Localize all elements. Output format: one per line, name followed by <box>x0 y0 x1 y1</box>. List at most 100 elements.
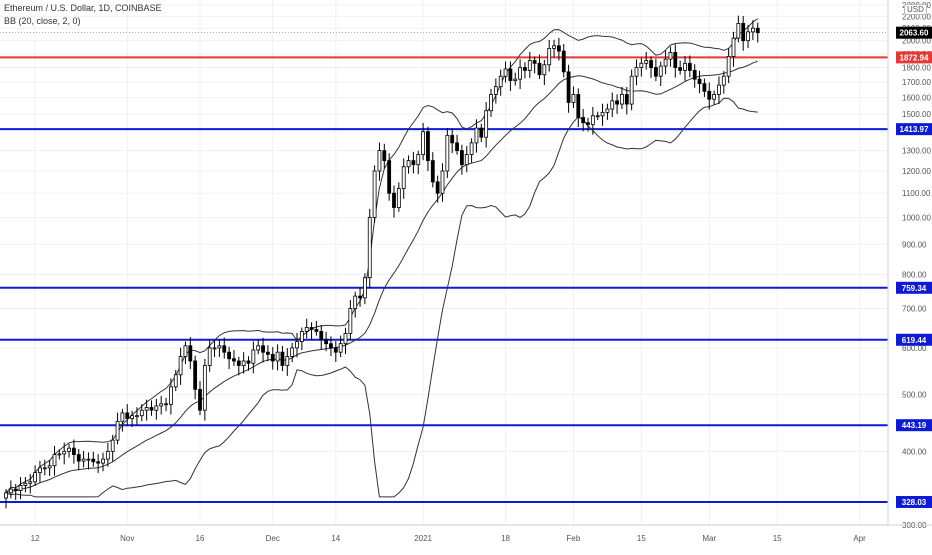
candle-body <box>125 412 130 419</box>
candle-body <box>518 67 522 80</box>
level-label-box <box>896 51 932 64</box>
price-tick-label: 2200.00 <box>902 12 931 21</box>
candle-body <box>717 84 721 95</box>
candle-body <box>183 345 188 357</box>
candle-body <box>527 60 532 71</box>
candle-body <box>28 481 33 484</box>
candle-body <box>72 447 76 455</box>
candle-body <box>329 343 333 349</box>
candle-body <box>489 94 493 112</box>
candle-body <box>372 170 377 218</box>
candle-body <box>615 100 619 105</box>
candle-body <box>13 488 18 491</box>
price-tick-label: 700.00 <box>902 305 927 314</box>
level-label: 1872.94 <box>900 53 929 62</box>
candle-body <box>683 62 687 71</box>
candle-body <box>367 217 372 279</box>
candle-body <box>110 439 115 452</box>
candle-body <box>566 71 571 103</box>
candle-body <box>4 492 8 499</box>
candle-body <box>382 150 387 161</box>
candle-body <box>188 345 193 362</box>
candle-body <box>469 142 474 155</box>
candle-body <box>755 27 760 34</box>
candle-body <box>658 65 663 77</box>
candle-body <box>455 142 459 151</box>
candle-body <box>67 447 71 452</box>
candle-body <box>687 62 692 71</box>
candle-body <box>712 94 716 100</box>
level-price-labels: 1872.94 1413.97 759.34 619.44 443.19 328.03 20… <box>896 26 932 508</box>
horizontal-levels <box>0 32 888 503</box>
candle-body <box>620 94 624 105</box>
time-tick-label: 15 <box>637 534 646 543</box>
candle-body <box>241 360 246 366</box>
time-tick-label: Dec <box>266 534 280 543</box>
currency-label[interactable]: USD <box>904 4 927 15</box>
price-tick-label: 1800.00 <box>902 64 931 73</box>
symbol-title: Ethereum / U.S. Dollar, 1D, COINBASE <box>4 3 162 13</box>
candle-body <box>421 131 426 155</box>
candle-body <box>52 454 57 467</box>
price-tick-label: 600.00 <box>902 344 927 353</box>
time-tick-label: 16 <box>196 534 205 543</box>
candle-body <box>105 450 110 460</box>
candle-body <box>416 154 421 166</box>
candle-body <box>726 56 731 77</box>
candle-body <box>731 37 736 57</box>
candle-body <box>217 345 222 349</box>
price-tick-label: 800.00 <box>902 270 927 279</box>
time-tick-label: Mar <box>702 534 716 543</box>
candle-body <box>450 134 455 144</box>
candle-body <box>440 170 445 194</box>
candle-body <box>751 27 755 33</box>
candle-body <box>173 374 178 388</box>
candle-body <box>57 453 62 456</box>
candle-body <box>537 62 542 76</box>
candle-body <box>256 345 261 351</box>
bollinger-lower <box>5 97 758 498</box>
candle-body <box>343 333 348 345</box>
candle-body <box>251 349 256 364</box>
last-price-box <box>896 26 932 39</box>
candle-body <box>401 166 406 190</box>
candle-body <box>576 94 581 118</box>
candle-body <box>135 415 139 418</box>
candle-body <box>484 110 489 138</box>
candle-body <box>586 122 590 125</box>
candle-body <box>144 407 149 411</box>
time-axis[interactable]: 12 Nov 16 Dec 14 2021 18 Feb 15 Mar 15 Apr <box>0 524 932 543</box>
candle-body <box>304 327 309 332</box>
candle-body <box>358 295 362 299</box>
candle-body <box>338 343 343 353</box>
candle-body <box>202 365 207 411</box>
candle-body <box>115 420 120 441</box>
candle-body <box>18 485 23 491</box>
price-tick-label: 1200.00 <box>902 167 931 176</box>
candle-body <box>309 327 314 330</box>
price-axis[interactable]: 300.00400.00500.00600.00700.00800.00900.… <box>887 0 931 530</box>
candle-body <box>91 458 96 463</box>
candle-body <box>377 150 382 172</box>
candle-body <box>193 360 198 390</box>
candle-body <box>624 94 629 105</box>
candle-body <box>663 58 668 67</box>
candle-body <box>280 351 285 366</box>
level-label: 328.03 <box>902 498 927 507</box>
candle-body <box>697 78 702 85</box>
candle-body <box>561 50 566 73</box>
candle-body <box>362 277 367 299</box>
candle-body <box>81 458 86 462</box>
candle-body <box>426 131 430 161</box>
gridlines <box>0 0 888 526</box>
candle-body <box>261 345 265 353</box>
candle-body <box>246 360 251 364</box>
candle-body <box>139 409 144 417</box>
candle-body <box>86 458 91 461</box>
candle-body <box>498 75 503 88</box>
candle-body <box>557 45 561 52</box>
candle-body <box>668 52 673 60</box>
price-tick-label: 1100.00 <box>902 189 931 198</box>
